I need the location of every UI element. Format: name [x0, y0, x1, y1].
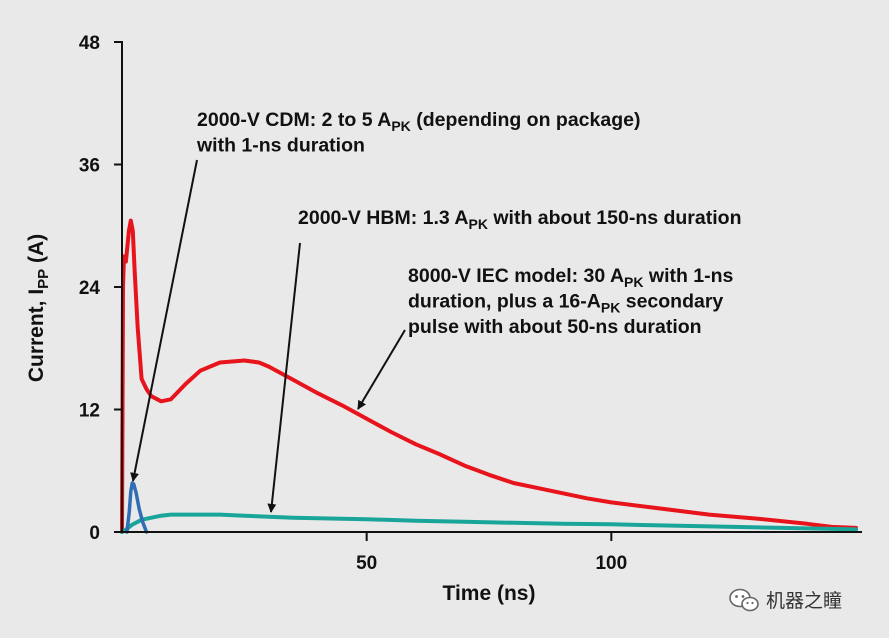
annotations-layer: 2000-V CDM: 2 to 5 APK (depending on pac… [196, 109, 741, 338]
hbm-annotation-line-1: 2000-V HBM: 1.3 APK with about 150-ns du… [298, 207, 741, 232]
cdm-annotation-line-2: with 1-ns duration [196, 135, 365, 157]
cdm-annotation-line-1: 2000-V CDM: 2 to 5 APK (depending on pac… [197, 109, 640, 134]
iec-annotation-line-1: 8000-V IEC model: 30 APK with 1-ns [408, 265, 734, 290]
cdm-arrow [130, 159, 198, 482]
iec-annotation-line-2: duration, plus a 16-APK secondary [408, 291, 723, 316]
watermark-text: 机器之瞳 [766, 590, 842, 612]
series-2000-v-hbm-line [120, 512, 858, 534]
subscript: PK [391, 118, 410, 134]
subscript: PK [469, 216, 488, 232]
y-tick-label-36: 36 [79, 156, 100, 177]
y-tick-label-24: 24 [79, 278, 101, 299]
iec-arrow [357, 329, 406, 410]
y-tick-label-0: 0 [89, 523, 100, 544]
y-axis-title-main: Current, I [25, 289, 48, 382]
x-tick-label-50: 50 [356, 553, 377, 574]
watermark: 机器之瞳 [729, 588, 842, 612]
subscript: PK [624, 274, 643, 290]
series-layer [120, 218, 858, 534]
y-tick-label-48: 48 [79, 33, 100, 54]
wechat-icon [729, 588, 759, 612]
y-axis-title-suffix: (A) [25, 234, 48, 269]
y-tick-label-12: 12 [79, 401, 100, 422]
y-axis-title-sub: PP [35, 269, 52, 289]
subscript: PK [601, 300, 620, 316]
x-tick-label-100: 100 [595, 553, 627, 574]
iec-annotation-line-3: pulse with about 50-ns duration [408, 316, 702, 338]
series-8000-v-iec-model-line [120, 218, 858, 534]
hbm-arrow [267, 242, 301, 513]
y-axis-title: Current, IPP (A) [25, 234, 52, 382]
x-axis-title: Time (ns) [443, 582, 536, 605]
series-2000-v-cdm-line [125, 481, 149, 534]
ticks-layer: 0 12 24 36 48 50 100 [79, 33, 627, 574]
